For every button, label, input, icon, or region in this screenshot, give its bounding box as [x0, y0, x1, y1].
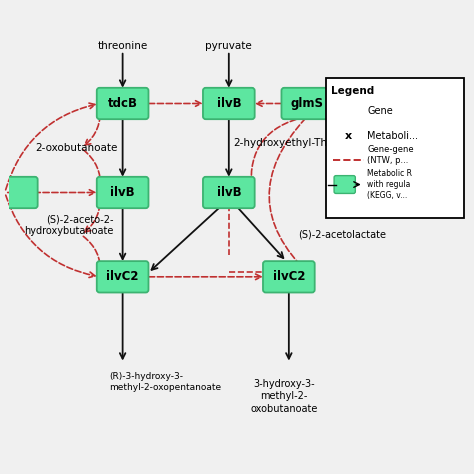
- Text: ilvC2: ilvC2: [273, 270, 305, 283]
- FancyBboxPatch shape: [97, 261, 148, 292]
- Text: ilvC2: ilvC2: [106, 270, 139, 283]
- Text: Gene: Gene: [367, 107, 393, 117]
- Text: (S)-2-aceto-2-
hydroxybutanoate: (S)-2-aceto-2- hydroxybutanoate: [24, 214, 113, 237]
- Text: x: x: [344, 105, 352, 118]
- Text: threonine: threonine: [98, 41, 148, 51]
- Text: 2-oxobutanoate: 2-oxobutanoate: [36, 143, 118, 153]
- FancyBboxPatch shape: [263, 261, 315, 292]
- Text: pyruvate: pyruvate: [205, 41, 252, 51]
- FancyBboxPatch shape: [203, 177, 255, 208]
- FancyBboxPatch shape: [332, 99, 364, 124]
- Text: tdcB: tdcB: [108, 97, 137, 110]
- FancyBboxPatch shape: [203, 88, 255, 119]
- Text: x: x: [345, 131, 352, 141]
- Text: (R)-3-hydroxy-3-
methyl-2-oxopentanoate: (R)-3-hydroxy-3- methyl-2-oxopentanoate: [109, 372, 221, 392]
- Text: Metabolic R
with regula
(KEGG, v...: Metabolic R with regula (KEGG, v...: [367, 169, 412, 200]
- Text: Gene-gene
(NTW, p...: Gene-gene (NTW, p...: [367, 145, 414, 165]
- Text: ilvB: ilvB: [217, 186, 241, 199]
- FancyBboxPatch shape: [97, 88, 148, 119]
- FancyBboxPatch shape: [282, 88, 333, 119]
- Text: Legend: Legend: [331, 86, 374, 96]
- Text: (S)-2-acetolactate: (S)-2-acetolactate: [298, 230, 386, 240]
- Text: glmS: glmS: [291, 97, 324, 110]
- Text: ilvB: ilvB: [217, 97, 241, 110]
- Text: 2-hydroxyethyl-ThPP: 2-hydroxyethyl-ThPP: [233, 138, 340, 148]
- FancyBboxPatch shape: [334, 176, 356, 193]
- FancyBboxPatch shape: [326, 78, 465, 218]
- Text: Metaboli...: Metaboli...: [367, 131, 419, 141]
- Text: ilvB: ilvB: [110, 186, 135, 199]
- FancyBboxPatch shape: [2, 177, 37, 208]
- FancyBboxPatch shape: [97, 177, 148, 208]
- Text: 3-hydroxy-3-
methyl-2-
oxobutanoate: 3-hydroxy-3- methyl-2- oxobutanoate: [251, 379, 318, 414]
